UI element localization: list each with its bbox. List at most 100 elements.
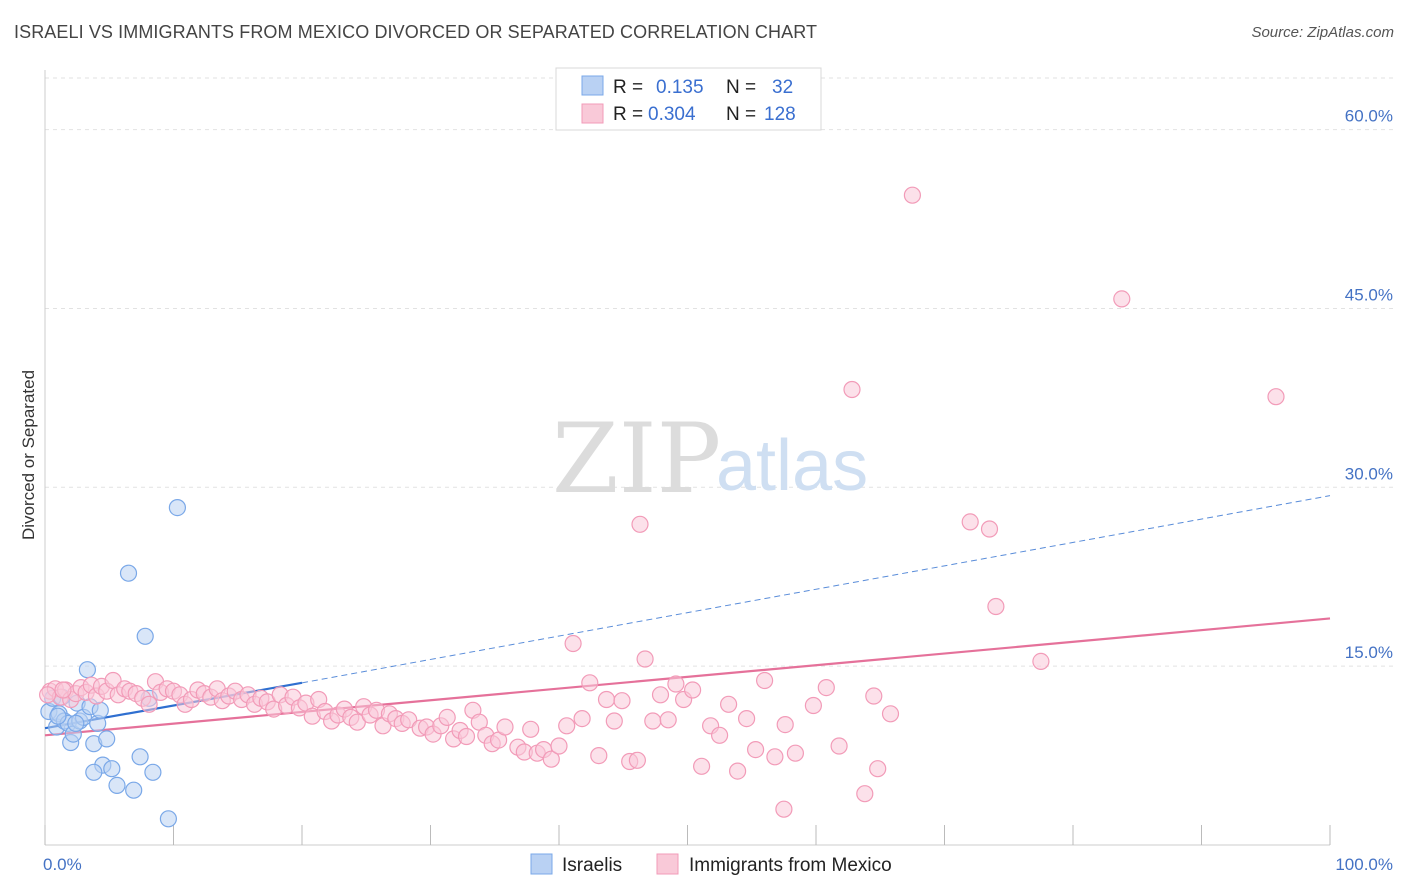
series-1-point-110 [804, 696, 823, 715]
series-1-point-18 [140, 695, 158, 713]
series-1-point-95 [667, 675, 685, 693]
legend-n-label-2: N = [726, 104, 756, 125]
series-1-point-88 [613, 692, 631, 710]
series-0-point-12 [78, 661, 97, 679]
series-1-point-114 [856, 785, 874, 803]
series-1-point-112 [830, 737, 848, 755]
series-0-point-23 [131, 748, 149, 766]
series-1-point-94 [659, 711, 677, 729]
series-1-point-105 [755, 671, 774, 690]
series-1-point-51 [348, 713, 366, 731]
series-1-point-80 [550, 737, 568, 755]
series-1-point-106 [766, 748, 784, 766]
legend-n-value-1: 32 [772, 77, 793, 98]
series-1-point-98 [692, 757, 711, 775]
watermark-zip: ZIP [552, 403, 721, 515]
series-0-point-29 [85, 763, 103, 781]
series-1-point-91 [636, 650, 654, 668]
series-0-point-18 [98, 730, 116, 748]
series-1-point-113 [843, 380, 861, 399]
series-1-point-118 [631, 515, 649, 533]
bottom-legend: Israelis Immigrants from Mexico [530, 853, 892, 876]
series-0-point-24 [136, 627, 154, 645]
series-1-point-125 [1267, 388, 1285, 406]
top-legend: R = 0.135 N = 32 R = 0.304 N = 128 [555, 67, 822, 131]
series-1-point-102 [728, 762, 747, 780]
legend-r-value-2: 0.304 [648, 104, 696, 125]
series-1-point-79 [542, 750, 560, 768]
series-0-point-20 [108, 776, 126, 795]
series-0-point-21 [119, 564, 138, 582]
series-0-point-27 [159, 810, 177, 828]
series-1-point-67 [457, 727, 476, 746]
series-1-point-127 [54, 681, 72, 699]
bottom-legend-label-israelis: Israelis [562, 855, 622, 876]
series-1-point-59 [400, 711, 418, 729]
series-1-point-103 [737, 709, 756, 728]
legend-r-value-1: 0.135 [656, 77, 704, 98]
series-1-point-108 [786, 744, 805, 762]
series-1-point-124 [1113, 290, 1131, 308]
series-0-point-26 [144, 763, 162, 781]
bottom-legend-label-mexico: Immigrants from Mexico [689, 855, 892, 876]
x-tick-label-0: 0.0% [43, 855, 82, 874]
series-0-point-28 [168, 499, 186, 517]
legend-r-label-2: R = [613, 104, 643, 125]
series-1-points [38, 186, 1285, 818]
bottom-legend-swatch-mexico [656, 853, 679, 875]
series-1-point-122 [987, 597, 1005, 616]
series-1-point-90 [628, 751, 647, 769]
y-tick-label-30: 30.0% [1345, 464, 1393, 483]
series-1-point-109 [775, 800, 793, 818]
watermark-atlas: atlas [716, 426, 868, 506]
series-1-point-120 [961, 513, 979, 531]
series-0-point-22 [125, 781, 143, 799]
series-1-point-101 [719, 695, 738, 713]
bottom-legend-swatch-israelis [530, 853, 553, 875]
series-1-point-107 [776, 715, 794, 734]
series-1-point-82 [564, 634, 582, 653]
series-0-point-31 [67, 714, 85, 733]
series-0-point-16 [91, 701, 109, 719]
watermark: ZIP atlas [552, 403, 868, 515]
chart-title: ISRAELI VS IMMIGRANTS FROM MEXICO DIVORC… [14, 22, 818, 42]
series-1-point-115 [865, 687, 883, 705]
gridlines [45, 77, 1395, 667]
legend-n-label-1: N = [726, 77, 756, 98]
chart-source: Source: ZipAtlas.com [1251, 24, 1394, 41]
series-1-point-100 [710, 726, 729, 744]
series-1-point-126 [38, 686, 57, 704]
axes [44, 70, 1331, 846]
y-axis-title: Divorced or Separated [19, 370, 38, 540]
series-0-points [40, 499, 186, 828]
series-1-point-92 [644, 712, 662, 730]
x-tick-label-100: 100.0% [1335, 855, 1393, 874]
israelis-trend-extension [301, 495, 1331, 684]
series-1-point-85 [590, 746, 608, 765]
series-1-point-93 [651, 686, 670, 704]
series-1-point-123 [1032, 652, 1050, 671]
y-tick-label-15: 15.0% [1345, 643, 1393, 662]
series-1-point-73 [496, 718, 514, 736]
series-1-point-83 [573, 709, 591, 728]
series-1-point-104 [746, 740, 765, 759]
legend-r-label-1: R = [613, 77, 643, 98]
mexico-trend-line [44, 617, 1331, 737]
tick-labels: 15.0% 30.0% 45.0% 60.0% 0.0% 100.0% [43, 107, 1393, 874]
series-0-point-19 [103, 760, 121, 778]
series-1-point-64 [438, 708, 456, 727]
series-1-point-84 [581, 674, 599, 692]
series-1-point-97 [683, 681, 702, 699]
series-1-point-119 [903, 186, 922, 204]
series-1-point-76 [522, 720, 540, 738]
series-1-point-116 [869, 760, 887, 778]
y-tick-label-60: 60.0% [1345, 107, 1393, 126]
series-1-point-86 [597, 690, 616, 709]
series-1-point-117 [881, 705, 900, 723]
series-0-point-30 [49, 707, 67, 725]
legend-swatch-mexico [581, 103, 604, 124]
legend-swatch-israelis [581, 75, 604, 96]
series-1-point-87 [605, 712, 623, 730]
series-1-point-81 [558, 717, 576, 735]
